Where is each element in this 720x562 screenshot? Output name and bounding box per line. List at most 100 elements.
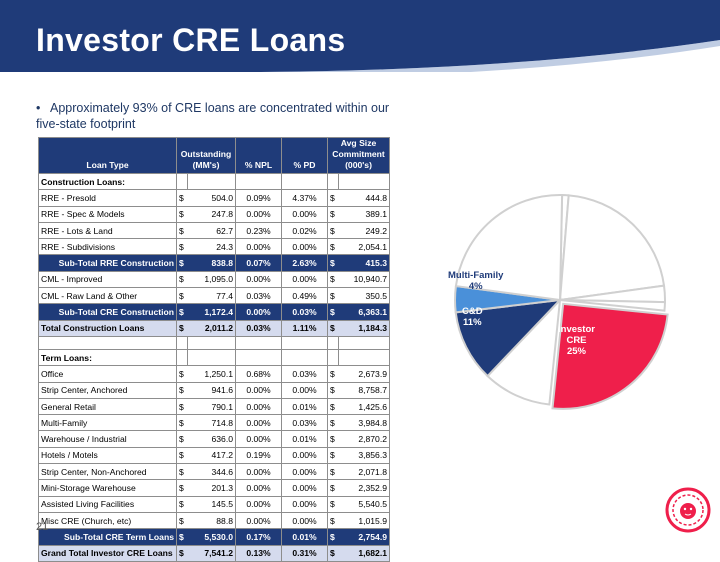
avg-size-cell: 415.3 [338, 254, 391, 272]
npl-cell: 0.00% [235, 270, 283, 289]
avg-size-cell: 1,015.9 [338, 511, 391, 530]
currency-symbol: $ [176, 189, 188, 207]
outstanding-cell: 417.2 [187, 446, 237, 465]
loan-type-cell: RRE - Spec & Models [38, 205, 177, 223]
loan-type-cell: General Retail [38, 397, 177, 416]
empty-cell [281, 348, 329, 367]
outstanding-cell: 5,530.0 [187, 528, 237, 546]
table-row: RRE - Presold $504.0 0.09% 4.37% $444.8 [38, 189, 391, 207]
avg-size-cell: 2,071.8 [338, 463, 391, 481]
npl-cell: 0.03% [235, 319, 283, 337]
cre-mix-pie-chart [440, 180, 680, 425]
npl-cell: 0.03% [235, 287, 283, 305]
pd-cell: 0.01% [281, 397, 329, 416]
empty-cell [186, 335, 237, 350]
pd-cell: 0.00% [281, 381, 329, 399]
bullet-point: • Approximately 93% of CRE loans are conc… [36, 100, 396, 132]
col-header-npl: % NPL [235, 137, 283, 174]
loan-type-cell: Warehouse / Industrial [38, 430, 177, 448]
page-title: Investor CRE Loans [36, 22, 346, 58]
title-banner-shape [0, 0, 720, 72]
pd-cell: 0.00% [281, 270, 329, 289]
loan-type-cell: Mini-Storage Warehouse [38, 479, 177, 497]
outstanding-cell: 201.3 [187, 479, 237, 497]
table-row: CML - Raw Land & Other $77.4 0.03% 0.49% $35… [38, 287, 391, 305]
pie-slice [454, 194, 564, 302]
currency-symbol: $ [176, 303, 188, 321]
currency-symbol: $ [176, 495, 188, 513]
avg-size-cell: 2,870.2 [338, 430, 391, 448]
currency-symbol: $ [327, 430, 339, 448]
loan-type-cell: Office [38, 365, 177, 383]
empty-cell [176, 348, 188, 367]
empty-cell [235, 348, 283, 367]
table-section-row: Term Loans: [38, 348, 391, 367]
section-label: Term Loans: [38, 348, 177, 367]
table-row: Multi-Family $714.8 0.00% 0.03% $3,984.8 [38, 414, 391, 432]
table-row: General Retail $790.1 0.00% 0.01% $1,425.6 [38, 397, 391, 416]
currency-symbol: $ [327, 528, 339, 546]
loan-type-cell: CML - Raw Land & Other [38, 287, 177, 305]
avg-size-cell: 249.2 [338, 221, 391, 240]
currency-symbol: $ [176, 511, 188, 530]
pd-cell: 0.00% [281, 511, 329, 530]
avg-size-cell: 389.1 [338, 205, 391, 223]
pd-cell: 0.03% [281, 303, 329, 321]
loan-type-cell: Multi-Family [38, 414, 177, 432]
pie-slice [454, 298, 563, 378]
currency-symbol: $ [327, 303, 339, 321]
npl-cell: 0.00% [235, 479, 283, 497]
loan-type-cell: Sub-Total RRE Construction [38, 254, 177, 272]
currency-symbol: $ [176, 221, 188, 240]
subtotal-row: Sub-Total CRE Term Loans $5,530.0 0.17% 0.0… [38, 528, 391, 546]
pd-cell: 0.00% [281, 238, 329, 256]
section-label: Construction Loans: [38, 172, 177, 191]
pd-cell: 0.03% [281, 365, 329, 383]
col-header-loan-type: Loan Type [38, 137, 177, 174]
npl-cell: 0.17% [235, 528, 283, 546]
avg-size-cell: 3,984.8 [338, 414, 391, 432]
currency-symbol: $ [327, 270, 339, 289]
table-spacer-row [38, 335, 391, 350]
loan-type-cell: RRE - Presold [38, 189, 177, 207]
npl-cell: 0.00% [235, 463, 283, 481]
outstanding-cell: 1,172.4 [187, 303, 237, 321]
empty-cell [338, 348, 391, 367]
lion-logo-icon [665, 487, 711, 533]
npl-cell: 0.00% [235, 430, 283, 448]
table-row: Misc CRE (Church, etc) $88.8 0.00% 0.00% $1,… [38, 511, 391, 530]
avg-size-cell: 6,363.1 [338, 303, 391, 321]
pie-label-multi-family: Multi-Family 4% [448, 270, 504, 292]
subtotal-row: Sub-Total CRE Construction $1,172.4 0.00% 0… [38, 303, 391, 321]
loan-type-cell: RRE - Subdivisions [38, 238, 177, 256]
pd-cell: 0.00% [281, 479, 329, 497]
loan-type-cell: Assisted Living Facilities [38, 495, 177, 513]
total-row: Total Construction Loans $2,011.2 0.03% 1.1… [38, 319, 391, 337]
currency-symbol: $ [327, 365, 339, 383]
table-row: Office $1,250.1 0.68% 0.03% $2,673.9 [38, 365, 391, 383]
outstanding-cell: 1,095.0 [187, 270, 237, 289]
avg-size-cell: 5,540.5 [338, 495, 391, 513]
pie-slice [551, 302, 669, 410]
title-banner: Investor CRE Loans [0, 0, 720, 72]
outstanding-cell: 24.3 [187, 238, 237, 256]
npl-cell: 0.00% [235, 414, 283, 432]
currency-symbol: $ [327, 511, 339, 530]
currency-symbol: $ [176, 254, 188, 272]
currency-symbol: $ [176, 238, 188, 256]
empty-cell [327, 348, 340, 367]
currency-symbol: $ [176, 544, 188, 562]
npl-cell: 0.19% [235, 446, 283, 465]
currency-symbol: $ [327, 221, 339, 240]
loan-type-cell: Total Construction Loans [38, 319, 177, 337]
npl-cell: 0.09% [235, 189, 283, 207]
currency-symbol: $ [176, 381, 188, 399]
avg-size-cell: 3,856.3 [338, 446, 391, 465]
loan-type-cell: RRE - Lots & Land [38, 221, 177, 240]
avg-size-cell: 1,184.3 [338, 319, 391, 337]
outstanding-cell: 344.6 [187, 463, 237, 481]
npl-cell: 0.07% [235, 254, 283, 272]
col-header-avg-size: Avg Size Commitment (000's) [327, 137, 391, 174]
npl-cell: 0.68% [235, 365, 283, 383]
table-section-row: Construction Loans: [38, 172, 391, 191]
